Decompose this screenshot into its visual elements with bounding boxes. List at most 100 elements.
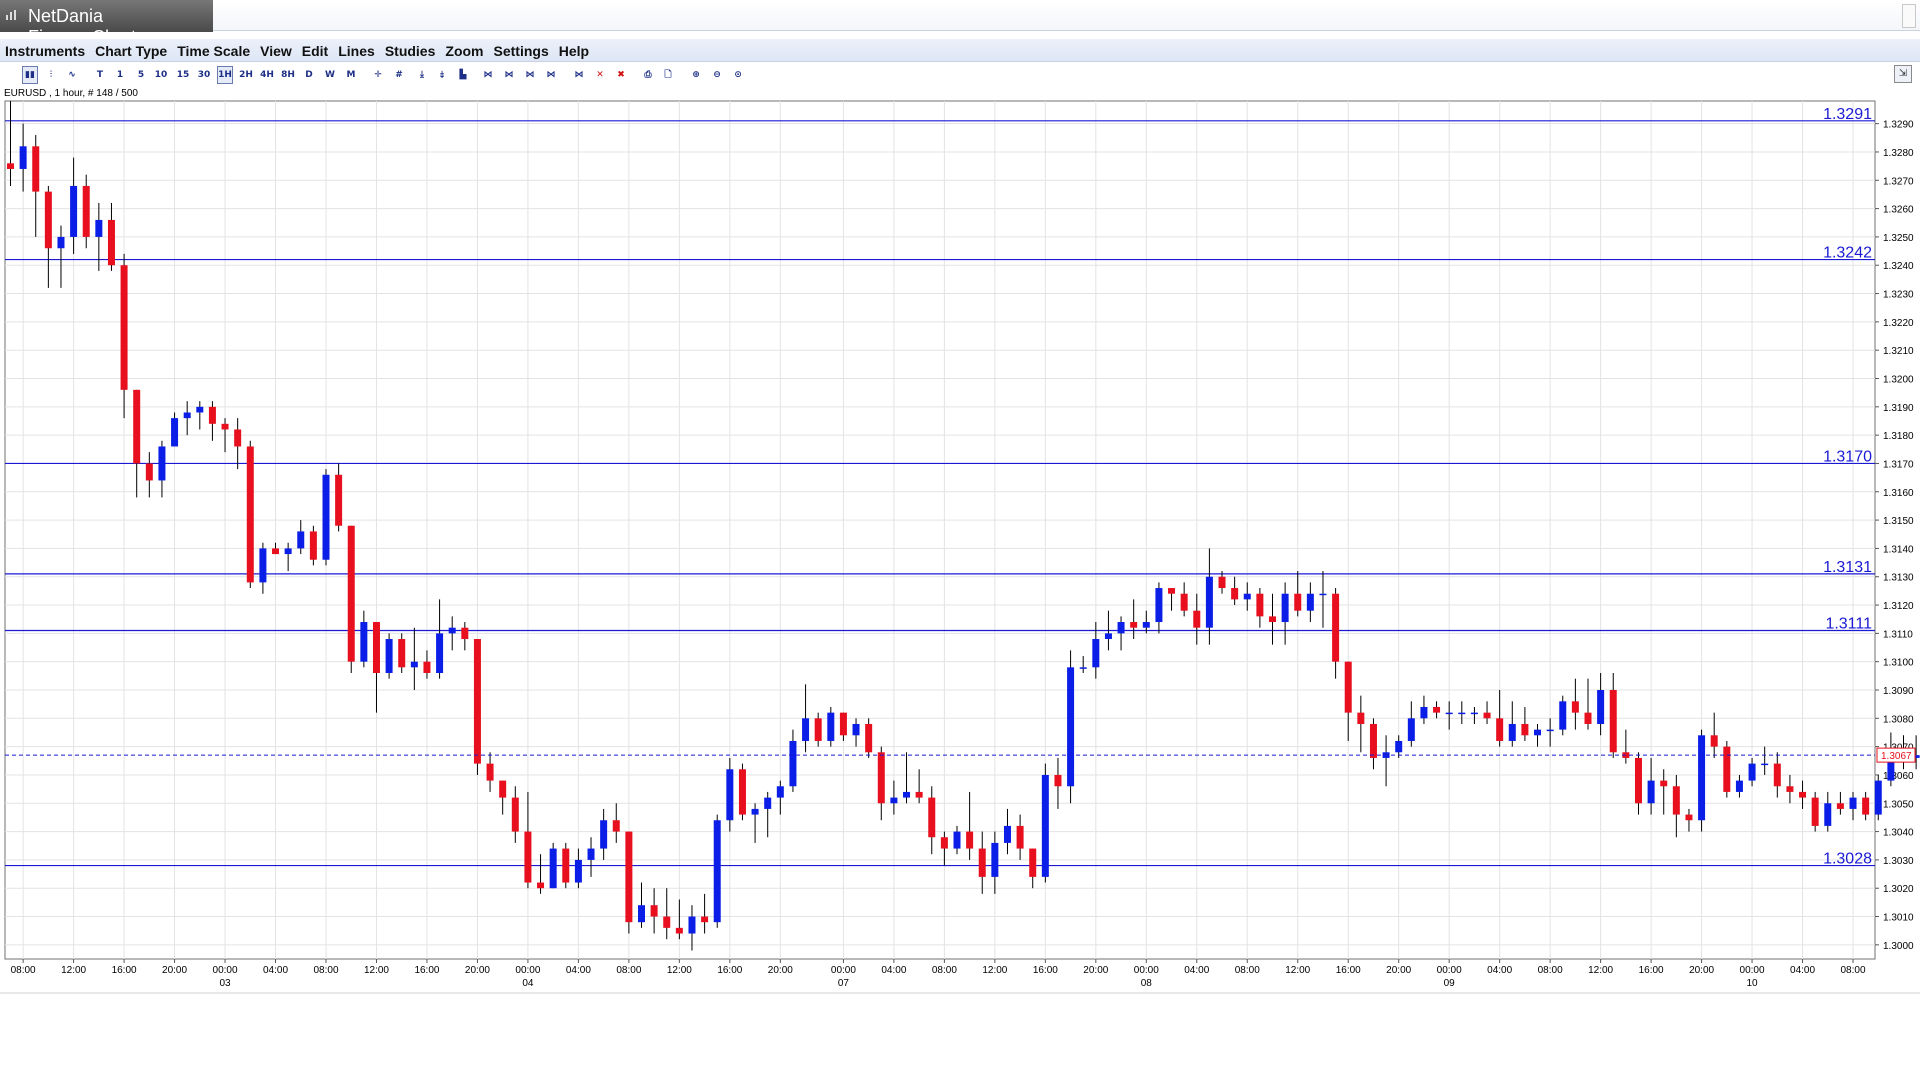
- candle-body: [1168, 588, 1176, 594]
- y-tick-label: 1.3010: [1883, 913, 1914, 924]
- candle-body: [1862, 797, 1870, 815]
- candle-body: [701, 916, 709, 923]
- edit-line-icon[interactable]: ⋈: [574, 70, 584, 80]
- menu-time-scale[interactable]: Time Scale: [177, 43, 251, 59]
- candle-body: [1735, 780, 1743, 792]
- menu-edit[interactable]: Edit: [301, 43, 329, 59]
- y-tick-label: 1.3100: [1883, 658, 1914, 669]
- fib2-icon[interactable]: ⋈: [504, 70, 514, 80]
- candle-body: [1912, 755, 1920, 758]
- x-date-label: 10: [1746, 978, 1758, 989]
- candle-body: [903, 791, 911, 798]
- candle-body: [145, 463, 153, 481]
- menu-instruments[interactable]: Instruments: [5, 43, 86, 59]
- candle-body: [839, 712, 847, 736]
- timescale-30-button[interactable]: 30: [197, 70, 211, 80]
- menu-lines[interactable]: Lines: [338, 43, 375, 59]
- menu-zoom[interactable]: Zoom: [445, 43, 484, 59]
- menu-studies[interactable]: Studies: [384, 43, 436, 59]
- candle-body: [297, 531, 305, 549]
- candle-body: [246, 446, 254, 583]
- menu-chart-type[interactable]: Chart Type: [95, 43, 168, 59]
- x-tick-label: 08:00: [1538, 965, 1563, 976]
- timescale-1-button[interactable]: 1: [116, 70, 124, 80]
- menu-view[interactable]: View: [260, 43, 292, 59]
- candle-body: [196, 406, 204, 413]
- candle-body: [1597, 689, 1605, 724]
- candle-body: [1811, 797, 1819, 826]
- menu-settings[interactable]: Settings: [493, 43, 549, 59]
- draw-line-icon[interactable]: ⤓: [420, 70, 424, 80]
- y-tick-label: 1.3080: [1883, 714, 1914, 725]
- timescale-2h-button[interactable]: 2H: [239, 70, 253, 80]
- timescale-10-button[interactable]: 10: [154, 70, 168, 80]
- candle-body: [1369, 723, 1377, 758]
- candle-body: [625, 831, 633, 923]
- chart-candle-icon[interactable]: ▮▮: [22, 66, 38, 84]
- menu-help[interactable]: Help: [558, 43, 590, 59]
- candle-body: [966, 831, 974, 849]
- timescale-tick-button[interactable]: T: [96, 70, 104, 80]
- candle-body: [436, 633, 444, 673]
- candle-body: [486, 763, 494, 781]
- timescale-5-button[interactable]: 5: [137, 70, 145, 80]
- delete-icon[interactable]: ✕: [596, 70, 604, 80]
- candle-body: [928, 797, 936, 838]
- candle-body: [335, 474, 343, 526]
- candle-body: [1609, 689, 1617, 753]
- window-control-button[interactable]: [1902, 4, 1916, 28]
- candle-body: [1470, 712, 1478, 715]
- y-tick-label: 1.3110: [1883, 629, 1913, 640]
- zoom-in-icon[interactable]: ⊕: [692, 70, 700, 80]
- candle-body: [32, 146, 40, 192]
- fib4-icon[interactable]: ⋈: [546, 70, 556, 80]
- x-tick-label: 04:00: [1487, 965, 1512, 976]
- candle-body: [1496, 718, 1504, 741]
- candle-body: [1420, 706, 1428, 719]
- timescale-8h-button[interactable]: 8H: [281, 70, 295, 80]
- candle-body: [726, 769, 734, 821]
- timescale-w-button[interactable]: W: [325, 70, 335, 80]
- crosshair-icon[interactable]: ✛: [374, 70, 382, 80]
- expand-icon[interactable]: ⇲: [1894, 65, 1912, 83]
- chart-line-icon[interactable]: ∿: [68, 70, 76, 80]
- candle-body: [107, 219, 115, 266]
- fib3-icon[interactable]: ⋈: [525, 70, 535, 80]
- print-preview-icon[interactable]: 🗋: [664, 70, 672, 80]
- candle-body: [1672, 786, 1680, 815]
- timescale-4h-button[interactable]: 4H: [260, 70, 274, 80]
- candle-body: [259, 548, 267, 583]
- last-price-label: 1.3067: [1881, 751, 1912, 762]
- candle-body: [877, 752, 885, 804]
- fib-icon[interactable]: ⋈: [483, 70, 493, 80]
- timescale-m-button[interactable]: M: [346, 70, 356, 80]
- candle-body: [461, 627, 469, 640]
- delete-all-icon[interactable]: ✖: [617, 70, 625, 80]
- grid-icon[interactable]: #: [395, 70, 403, 80]
- candle-body: [789, 740, 797, 787]
- candle-body: [1634, 757, 1642, 804]
- candle-body: [57, 236, 65, 249]
- candle-body: [1294, 593, 1302, 611]
- print-icon[interactable]: ⎙: [644, 70, 652, 80]
- y-tick-label: 1.3210: [1883, 346, 1914, 357]
- zoom-reset-icon[interactable]: ⊙: [734, 70, 742, 80]
- zoom-out-icon[interactable]: ⊖: [713, 70, 721, 80]
- timescale-15-button[interactable]: 15: [176, 70, 190, 80]
- candle-body: [1407, 718, 1415, 741]
- x-tick-label: 08:00: [1235, 965, 1260, 976]
- chart-bar-icon[interactable]: ⫶: [49, 70, 53, 80]
- timescale-d-button[interactable]: D: [305, 70, 313, 80]
- candle-body: [675, 927, 683, 934]
- candle-body: [738, 769, 746, 815]
- draw-trend-icon[interactable]: ⤈: [440, 70, 444, 80]
- candle-body: [524, 831, 532, 883]
- y-tick-label: 1.3090: [1883, 686, 1914, 697]
- candle-body: [1723, 746, 1731, 792]
- y-tick-label: 1.3120: [1883, 601, 1914, 612]
- volume-icon[interactable]: ▙: [459, 70, 467, 80]
- timescale-1h-button[interactable]: 1H: [217, 66, 233, 84]
- candle-body: [1155, 588, 1163, 623]
- x-tick-label: 04:00: [263, 965, 288, 976]
